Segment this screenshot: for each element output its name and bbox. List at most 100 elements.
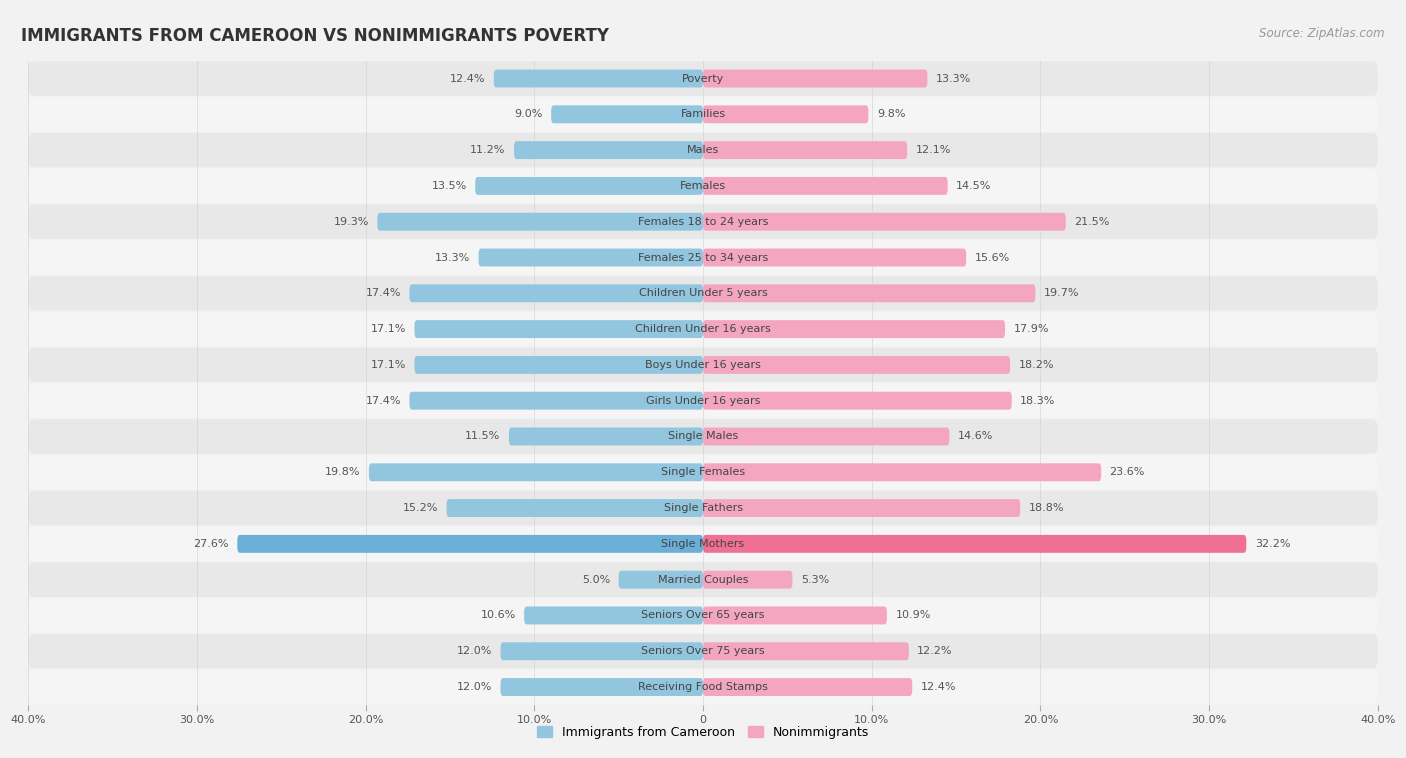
FancyBboxPatch shape — [28, 670, 1378, 704]
FancyBboxPatch shape — [551, 105, 703, 124]
Text: Seniors Over 75 years: Seniors Over 75 years — [641, 647, 765, 656]
Text: Single Mothers: Single Mothers — [661, 539, 745, 549]
Text: Females 25 to 34 years: Females 25 to 34 years — [638, 252, 768, 262]
Text: 17.4%: 17.4% — [366, 288, 401, 299]
Text: 12.4%: 12.4% — [450, 74, 485, 83]
Text: 18.2%: 18.2% — [1018, 360, 1054, 370]
Text: 18.3%: 18.3% — [1021, 396, 1056, 406]
Text: 18.8%: 18.8% — [1029, 503, 1064, 513]
FancyBboxPatch shape — [28, 348, 1378, 382]
FancyBboxPatch shape — [28, 133, 1378, 168]
Text: 13.3%: 13.3% — [434, 252, 470, 262]
FancyBboxPatch shape — [703, 678, 912, 696]
FancyBboxPatch shape — [447, 499, 703, 517]
FancyBboxPatch shape — [415, 320, 703, 338]
FancyBboxPatch shape — [501, 678, 703, 696]
Text: 19.7%: 19.7% — [1043, 288, 1080, 299]
Text: Girls Under 16 years: Girls Under 16 years — [645, 396, 761, 406]
Text: 23.6%: 23.6% — [1109, 467, 1144, 478]
Text: 11.5%: 11.5% — [465, 431, 501, 441]
Text: 5.3%: 5.3% — [801, 575, 830, 584]
FancyBboxPatch shape — [703, 571, 793, 589]
FancyBboxPatch shape — [28, 169, 1378, 203]
Text: 13.3%: 13.3% — [936, 74, 972, 83]
FancyBboxPatch shape — [28, 97, 1378, 132]
Text: 12.4%: 12.4% — [921, 682, 956, 692]
FancyBboxPatch shape — [475, 177, 703, 195]
Text: 14.5%: 14.5% — [956, 181, 991, 191]
Text: 11.2%: 11.2% — [470, 145, 506, 155]
Text: 13.5%: 13.5% — [432, 181, 467, 191]
Text: Females 18 to 24 years: Females 18 to 24 years — [638, 217, 768, 227]
FancyBboxPatch shape — [28, 455, 1378, 490]
Text: 17.1%: 17.1% — [371, 360, 406, 370]
FancyBboxPatch shape — [28, 491, 1378, 525]
Text: Children Under 16 years: Children Under 16 years — [636, 324, 770, 334]
Text: Married Couples: Married Couples — [658, 575, 748, 584]
FancyBboxPatch shape — [703, 141, 907, 159]
Text: 12.1%: 12.1% — [915, 145, 950, 155]
Text: 10.9%: 10.9% — [896, 610, 931, 621]
FancyBboxPatch shape — [703, 642, 908, 660]
Text: Children Under 5 years: Children Under 5 years — [638, 288, 768, 299]
FancyBboxPatch shape — [238, 535, 703, 553]
FancyBboxPatch shape — [703, 177, 948, 195]
FancyBboxPatch shape — [703, 320, 1005, 338]
Text: 9.0%: 9.0% — [515, 109, 543, 119]
Text: 17.4%: 17.4% — [366, 396, 401, 406]
FancyBboxPatch shape — [515, 141, 703, 159]
FancyBboxPatch shape — [28, 312, 1378, 346]
Text: 17.1%: 17.1% — [371, 324, 406, 334]
FancyBboxPatch shape — [703, 392, 1012, 409]
Text: 17.9%: 17.9% — [1014, 324, 1049, 334]
FancyBboxPatch shape — [703, 284, 1035, 302]
Text: Single Females: Single Females — [661, 467, 745, 478]
Legend: Immigrants from Cameroon, Nonimmigrants: Immigrants from Cameroon, Nonimmigrants — [531, 721, 875, 744]
FancyBboxPatch shape — [703, 606, 887, 625]
FancyBboxPatch shape — [28, 240, 1378, 274]
Text: 12.0%: 12.0% — [457, 647, 492, 656]
FancyBboxPatch shape — [703, 428, 949, 446]
FancyBboxPatch shape — [28, 276, 1378, 311]
Text: 10.6%: 10.6% — [481, 610, 516, 621]
Text: Families: Families — [681, 109, 725, 119]
FancyBboxPatch shape — [703, 70, 928, 87]
Text: 12.0%: 12.0% — [457, 682, 492, 692]
Text: Seniors Over 65 years: Seniors Over 65 years — [641, 610, 765, 621]
Text: 15.2%: 15.2% — [402, 503, 439, 513]
FancyBboxPatch shape — [368, 463, 703, 481]
FancyBboxPatch shape — [28, 384, 1378, 418]
Text: 27.6%: 27.6% — [194, 539, 229, 549]
FancyBboxPatch shape — [28, 419, 1378, 453]
Text: 19.3%: 19.3% — [333, 217, 368, 227]
FancyBboxPatch shape — [524, 606, 703, 625]
FancyBboxPatch shape — [409, 284, 703, 302]
FancyBboxPatch shape — [703, 105, 869, 124]
Text: 9.8%: 9.8% — [877, 109, 905, 119]
Text: 5.0%: 5.0% — [582, 575, 610, 584]
FancyBboxPatch shape — [28, 61, 1378, 96]
FancyBboxPatch shape — [703, 499, 1021, 517]
Text: 15.6%: 15.6% — [974, 252, 1010, 262]
FancyBboxPatch shape — [415, 356, 703, 374]
FancyBboxPatch shape — [28, 634, 1378, 669]
FancyBboxPatch shape — [703, 249, 966, 267]
Text: 19.8%: 19.8% — [325, 467, 360, 478]
FancyBboxPatch shape — [703, 213, 1066, 230]
Text: Single Males: Single Males — [668, 431, 738, 441]
FancyBboxPatch shape — [28, 527, 1378, 561]
FancyBboxPatch shape — [619, 571, 703, 589]
FancyBboxPatch shape — [478, 249, 703, 267]
FancyBboxPatch shape — [501, 642, 703, 660]
Text: 21.5%: 21.5% — [1074, 217, 1109, 227]
FancyBboxPatch shape — [509, 428, 703, 446]
FancyBboxPatch shape — [494, 70, 703, 87]
FancyBboxPatch shape — [703, 463, 1101, 481]
FancyBboxPatch shape — [28, 562, 1378, 597]
FancyBboxPatch shape — [28, 598, 1378, 633]
Text: 14.6%: 14.6% — [957, 431, 993, 441]
Text: 32.2%: 32.2% — [1254, 539, 1291, 549]
Text: Boys Under 16 years: Boys Under 16 years — [645, 360, 761, 370]
Text: 12.2%: 12.2% — [917, 647, 953, 656]
Text: Source: ZipAtlas.com: Source: ZipAtlas.com — [1260, 27, 1385, 39]
